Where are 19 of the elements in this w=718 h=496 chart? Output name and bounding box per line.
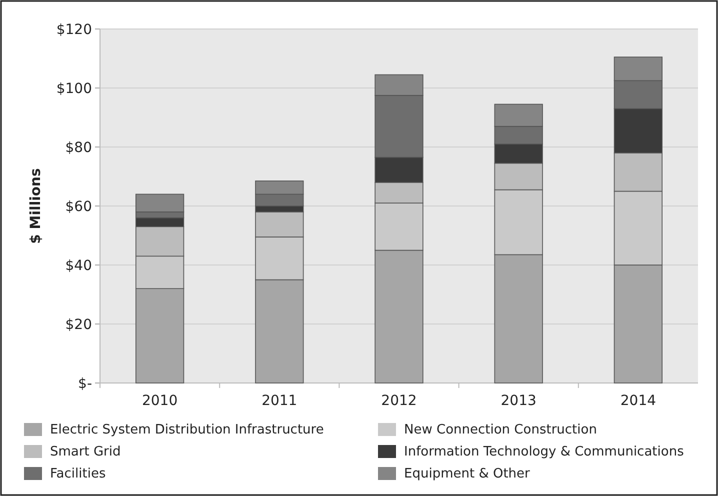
legend-label: New Connection Construction [404,422,597,438]
legend-label: Equipment & Other [404,466,531,482]
y-tick-label: $20 [65,316,92,333]
x-tick-label: 2014 [620,393,656,409]
legend-label: Facilities [50,466,106,482]
y-tick-label: $- [78,376,92,392]
y-tick-label: $40 [65,258,92,274]
y-tick-label: $80 [65,140,92,156]
y-axis-title: $ Millions [28,168,44,244]
legend-label: Smart Grid [50,444,121,460]
x-tick-label: 2010 [142,393,178,409]
legend-label: Electric System Distribution Infrastructure [50,422,324,438]
y-tick-label: $100 [56,80,92,97]
legend-label: Information Technology & Communications [404,444,684,460]
x-tick-label: 2013 [500,393,536,409]
x-tick-label: 2012 [381,393,417,409]
y-tick-label: $120 [56,22,92,38]
y-tick-label: $60 [65,198,92,215]
x-tick-label: 2011 [262,393,298,409]
